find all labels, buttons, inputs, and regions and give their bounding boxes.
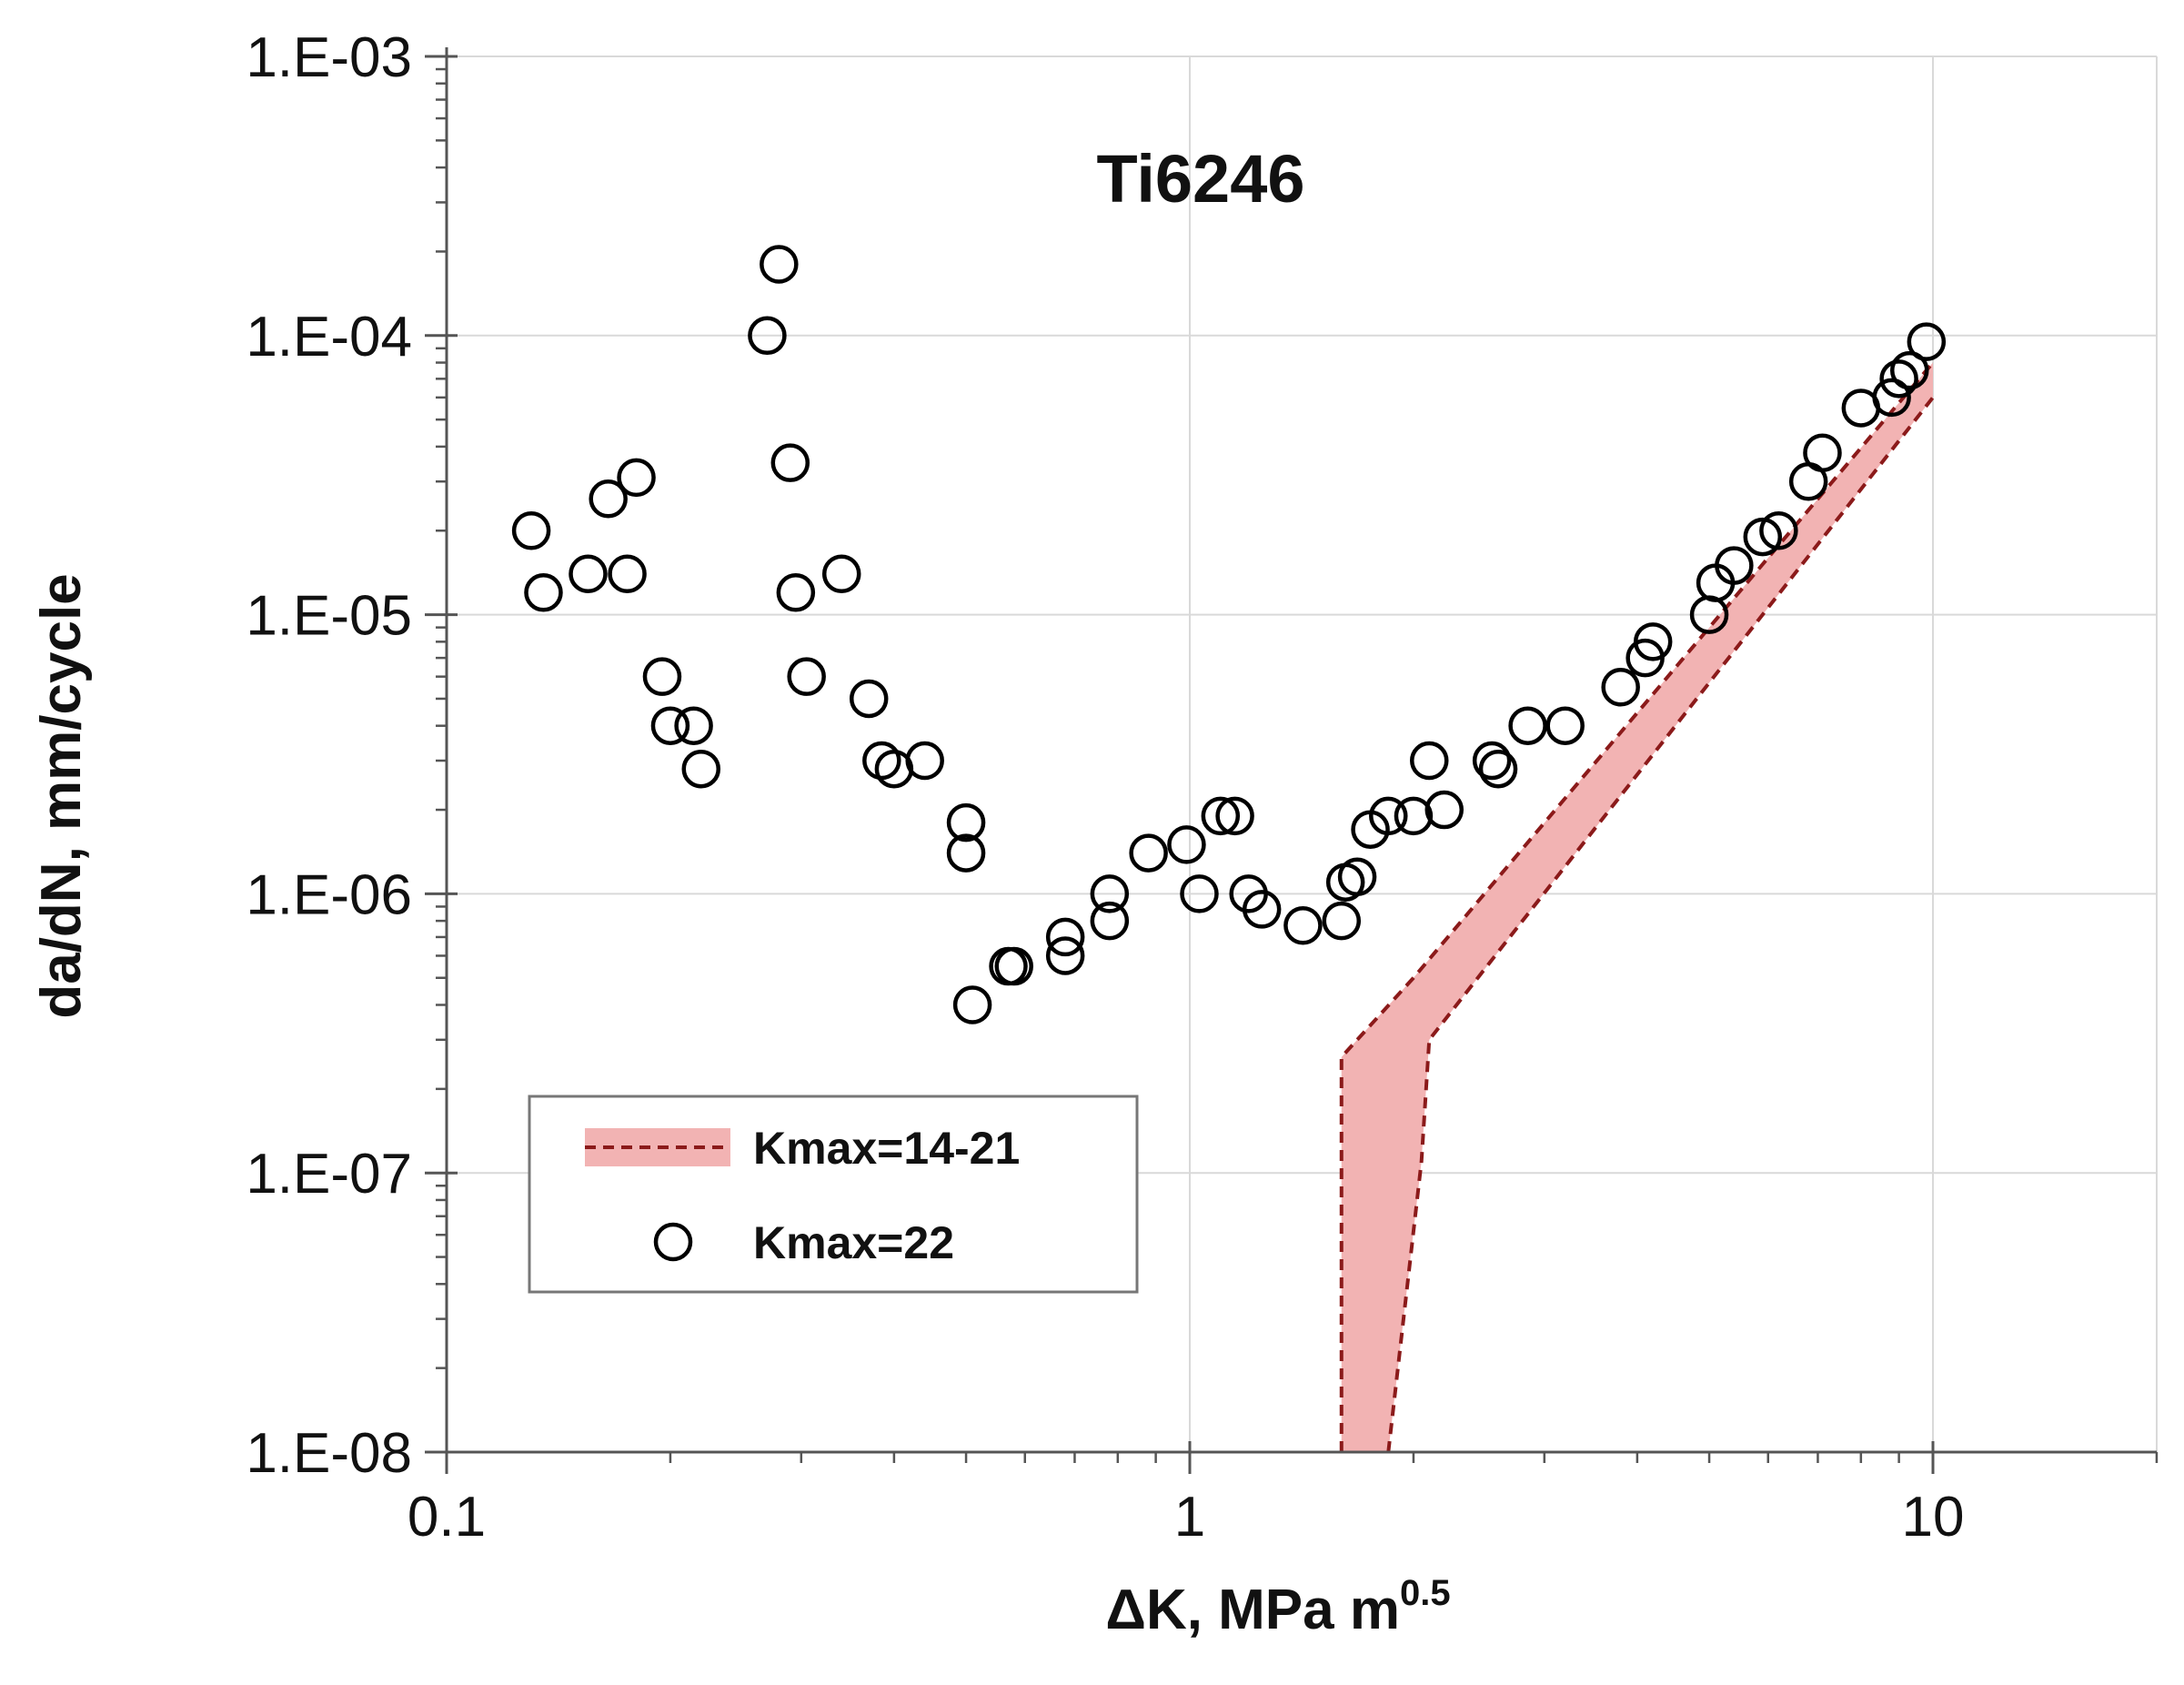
data-point — [1090, 874, 1130, 913]
x-tick-label: 1 — [1174, 1486, 1205, 1549]
data-point — [946, 802, 986, 842]
data-point — [760, 245, 799, 284]
x-axis-title: ΔK, MPa m0.5 — [1105, 1573, 1450, 1641]
y-tick-label: 1.E-07 — [246, 1143, 412, 1206]
data-point — [1872, 378, 1911, 418]
chart-title: Ti6246 — [1096, 141, 1304, 217]
data-point — [1508, 706, 1547, 745]
data-point — [1879, 359, 1918, 399]
data-point — [787, 657, 826, 696]
data-point — [748, 316, 787, 356]
x-axis-title-superscript: 0.5 — [1400, 1573, 1451, 1613]
data-point — [569, 554, 608, 594]
data-point — [905, 741, 944, 781]
data-point — [1394, 796, 1434, 836]
data-point — [1424, 790, 1464, 830]
data-point — [770, 443, 810, 482]
data-point — [524, 573, 563, 612]
y-tick-label: 1.E-05 — [246, 585, 412, 648]
tick-labels: 1.E-03 1.E-04 1.E-05 1.E-06 1.E-07 1.E-080.1 1… — [246, 26, 1964, 1549]
kmax-22-points-group — [511, 245, 1947, 1024]
data-point — [642, 657, 682, 696]
data-point — [1283, 905, 1323, 945]
data-point — [946, 833, 986, 873]
data-point — [994, 946, 1033, 986]
data-point — [1633, 622, 1673, 661]
kmax-14-21-band-group — [1339, 361, 1935, 1453]
data-point — [1410, 741, 1449, 781]
data-point — [674, 706, 713, 745]
data-point — [1907, 322, 1947, 361]
data-point — [1472, 741, 1512, 781]
y-tick-label: 1.E-04 — [246, 306, 412, 368]
data-point — [821, 554, 861, 594]
y-tick-label: 1.E-03 — [246, 26, 412, 89]
y-axis-title: da/dN, mm/cycle — [30, 573, 93, 1018]
data-point — [511, 510, 551, 550]
data-point — [1369, 796, 1408, 836]
data-point — [1167, 825, 1206, 864]
data-point — [1545, 706, 1585, 745]
band-lower-dashed-line — [1386, 396, 1935, 1453]
data-point — [617, 458, 656, 498]
data-point — [1478, 749, 1518, 789]
data-point — [849, 679, 889, 719]
data-point — [1715, 546, 1754, 585]
legend-circle-marker — [653, 1222, 693, 1262]
data-point — [1890, 350, 1929, 390]
data-point — [952, 985, 992, 1024]
data-point — [862, 741, 901, 781]
data-point — [608, 554, 647, 594]
data-point — [589, 479, 628, 519]
legend-label-kmax-22: Kmax=22 — [753, 1217, 954, 1268]
y-tick-label: 1.E-06 — [246, 863, 412, 926]
data-point — [1180, 874, 1219, 913]
data-point — [1045, 936, 1085, 975]
data-point — [1045, 917, 1085, 957]
data-point — [1337, 857, 1377, 897]
data-point — [776, 573, 816, 612]
x-tick-label: 10 — [1902, 1486, 1965, 1549]
data-point — [1129, 833, 1168, 873]
data-point — [1090, 901, 1130, 941]
data-point — [1242, 890, 1282, 929]
x-axis-title-main: ΔK, MPa m — [1105, 1579, 1400, 1641]
legend: Kmax=14-21 Kmax=22 — [528, 1095, 1139, 1294]
data-point — [1601, 668, 1640, 707]
y-tick-label: 1.E-08 — [246, 1422, 412, 1485]
axes — [425, 47, 2159, 1474]
legend-label-kmax-14-21: Kmax=14-21 — [753, 1123, 1020, 1174]
data-point — [681, 749, 721, 789]
data-point — [1322, 901, 1362, 941]
x-tick-label: 0.1 — [408, 1486, 486, 1549]
data-point — [650, 706, 690, 745]
data-point — [1743, 517, 1783, 557]
data-point — [1215, 796, 1254, 836]
data-point — [1759, 510, 1798, 550]
data-point — [1201, 796, 1241, 836]
data-point — [1803, 433, 1842, 472]
